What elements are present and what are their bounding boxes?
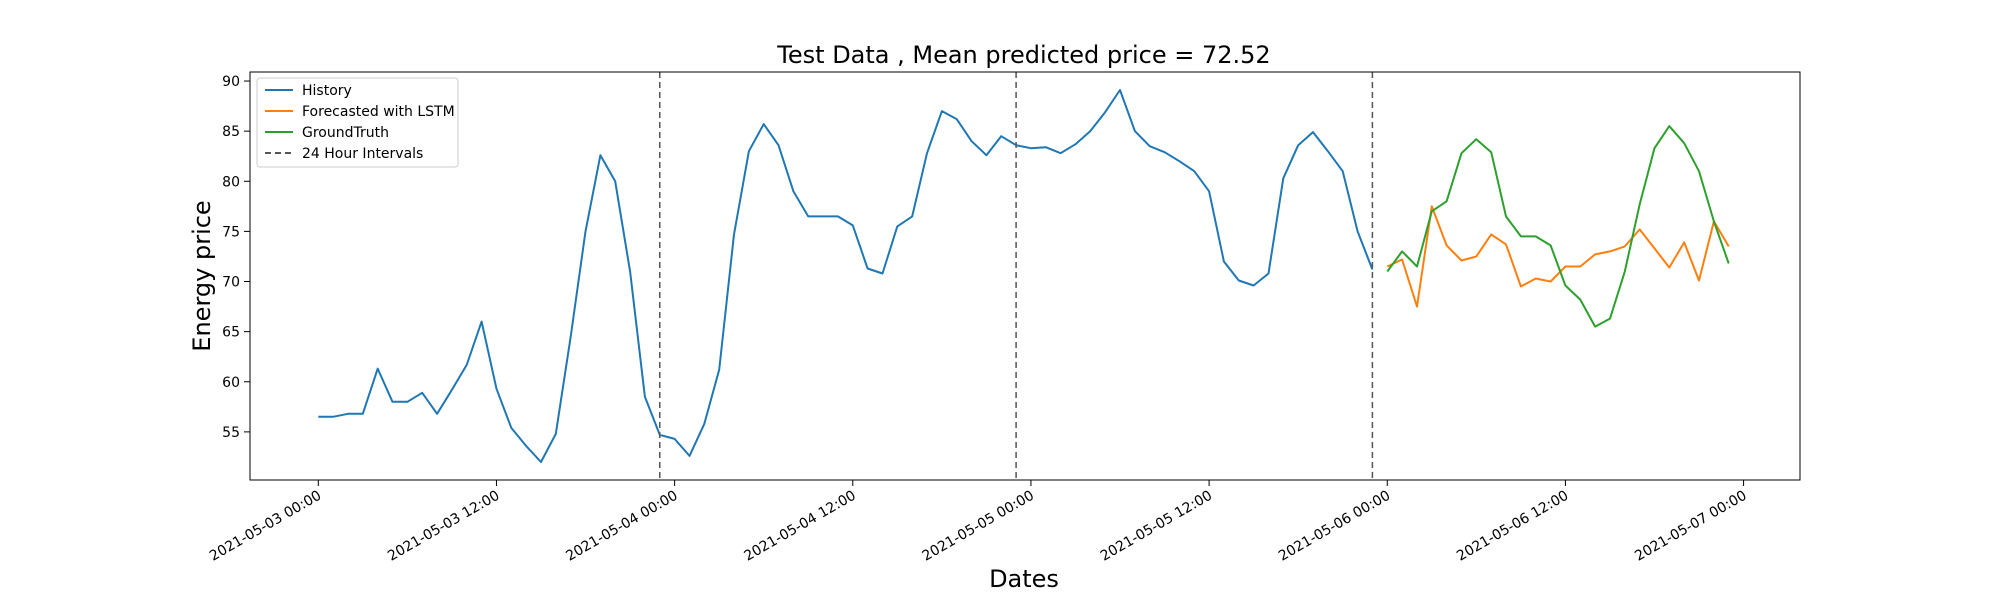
y-tick-label: 65 <box>222 325 240 341</box>
x-tick-label: 2021-05-06 12:00 <box>1454 488 1571 565</box>
y-axis: 55 60 65 70 75 80 85 90 <box>222 74 250 441</box>
y-tick-label: 70 <box>222 275 240 291</box>
series-line-history <box>318 89 1374 463</box>
y-tick-label: 55 <box>222 425 240 441</box>
plot-lines <box>318 72 1730 480</box>
legend-label-groundtruth: GroundTruth <box>302 125 389 141</box>
series-line-groundtruth <box>1386 125 1730 328</box>
x-tick-label: 2021-05-03 12:00 <box>385 488 502 565</box>
x-tick-label: 2021-05-04 12:00 <box>742 488 859 565</box>
legend-box <box>256 77 459 168</box>
y-tick-label: 75 <box>222 224 240 240</box>
legend-label-24-hour-intervals: 24 Hour Intervals <box>302 146 423 162</box>
y-axis-label: Energy price <box>188 200 216 351</box>
legend: History Forecasted with LSTM GroundTruth 24… <box>256 77 459 168</box>
legend-label-forecasted-with-lstm: Forecasted with LSTM <box>302 104 455 120</box>
y-tick-label: 60 <box>222 375 240 391</box>
plot-frame <box>249 71 1801 481</box>
y-tick-label: 90 <box>222 74 240 90</box>
y-tick-label: 80 <box>222 174 240 190</box>
legend-label-history: History <box>302 83 352 99</box>
x-tick-label: 2021-05-06 00:00 <box>1276 488 1393 565</box>
x-tick-label: 2021-05-04 00:00 <box>563 488 680 565</box>
chart-title: Test Data , Mean predicted price = 72.52 <box>776 41 1270 69</box>
series-line-forecasted-with-lstm <box>1386 205 1730 308</box>
x-tick-label: 2021-05-03 00:00 <box>207 488 324 565</box>
x-tick-label: 2021-05-05 12:00 <box>1098 488 1215 565</box>
x-axis-label: Dates <box>989 565 1059 593</box>
x-axis: 2021-05-03 00:00 2021-05-03 12:00 2021-05-… <box>207 480 1750 565</box>
x-tick-label: 2021-05-05 00:00 <box>920 488 1037 565</box>
y-tick-label: 85 <box>222 124 240 140</box>
x-tick-label: 2021-05-07 00:00 <box>1632 488 1749 565</box>
